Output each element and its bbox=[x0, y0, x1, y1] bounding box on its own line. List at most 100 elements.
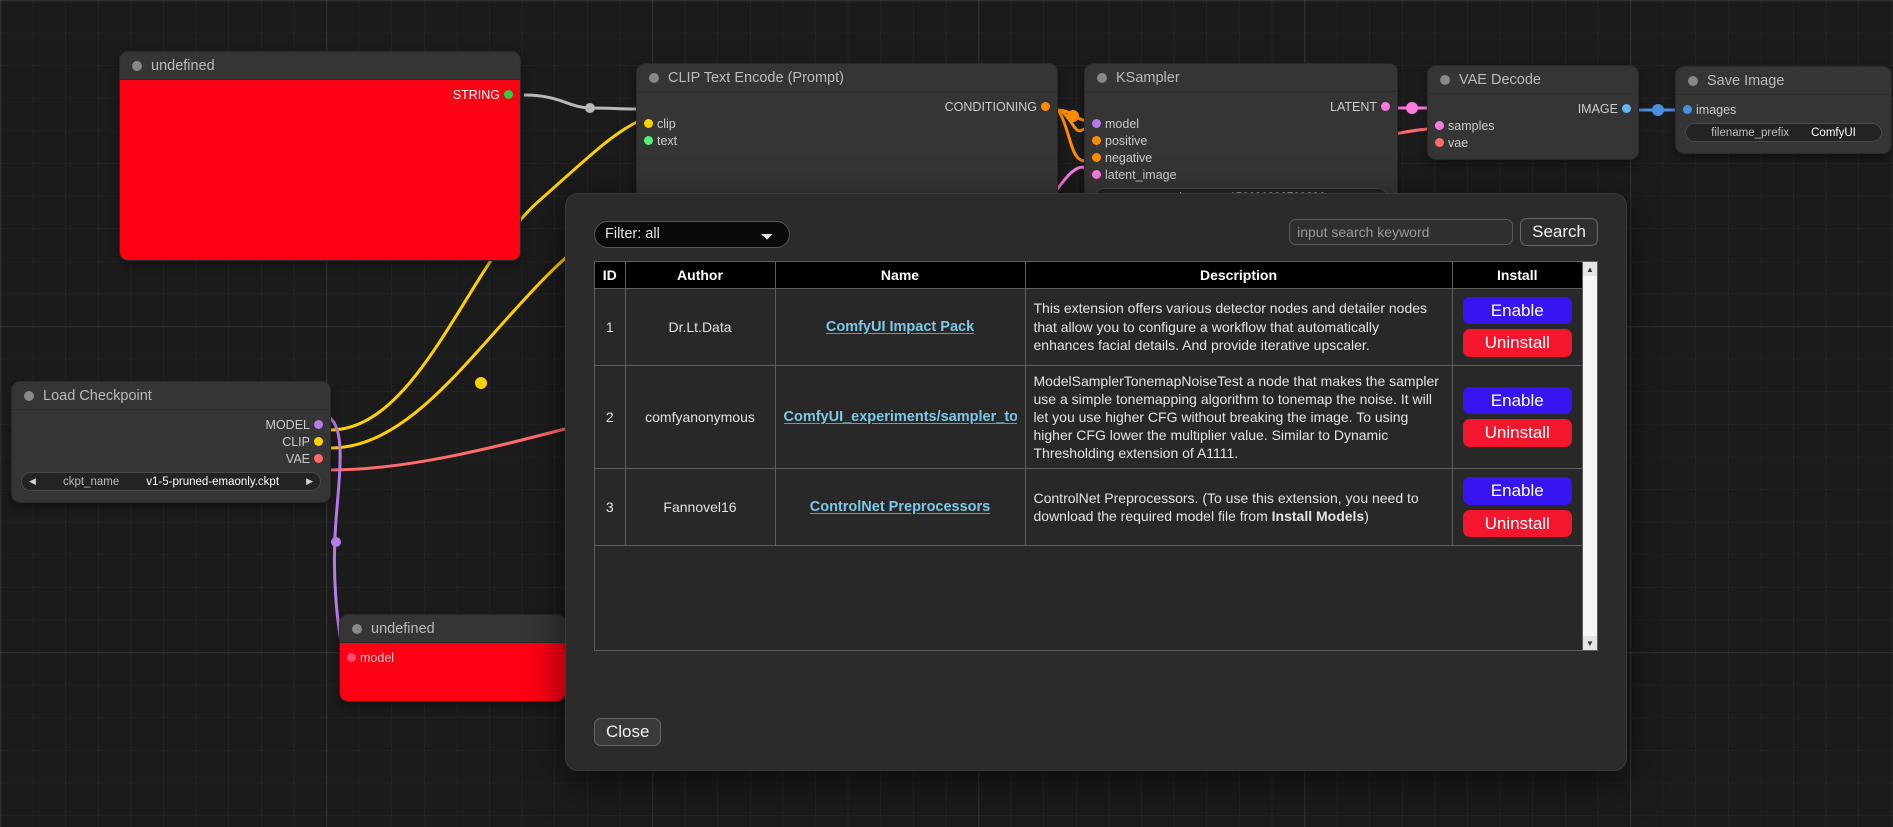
scroll-down-icon[interactable]: ▼ bbox=[1583, 636, 1597, 650]
output-pin-icon[interactable] bbox=[504, 90, 513, 99]
extension-link[interactable]: ComfyUI_experiments/sampler_tonemap bbox=[783, 408, 1017, 425]
cell-author: Dr.Lt.Data bbox=[625, 288, 776, 365]
input-pin-icon[interactable] bbox=[1092, 119, 1101, 128]
table-row[interactable]: 1 Dr.Lt.Data ComfyUI Impact Pack This exten… bbox=[595, 288, 1582, 365]
widget-value-label[interactable]: v1-5-pruned-emaonly.ckpt bbox=[146, 475, 280, 488]
close-button[interactable]: Close bbox=[594, 718, 662, 746]
column-header-install: Install bbox=[1452, 262, 1582, 289]
enable-button[interactable]: Enable bbox=[1462, 387, 1572, 415]
node-input-slot[interactable]: latent_image bbox=[1085, 166, 1397, 183]
node-output-slot[interactable]: STRING bbox=[120, 86, 520, 103]
extension-link[interactable]: ControlNet Preprocessors bbox=[809, 499, 991, 516]
node-widget[interactable]: ◀ ckpt_name v1-5-pruned-emaonly.ckpt ▶ bbox=[21, 472, 321, 491]
graph-node[interactable]: Save Image images filename_prefix ComfyUI bbox=[1676, 67, 1891, 153]
input-slot-label: model bbox=[360, 650, 395, 665]
table-row[interactable]: 2 comfyanonymous ComfyUI_experiments/sampl… bbox=[595, 364, 1582, 469]
table-row[interactable]: 3 Fannovel16 ControlNet Preprocessors Contr… bbox=[595, 468, 1582, 546]
graph-node[interactable]: CLIP Text Encode (Prompt) CONDITIONING cli… bbox=[637, 64, 1057, 212]
scroll-up-icon[interactable]: ▲ bbox=[1583, 262, 1597, 276]
input-pin-icon[interactable] bbox=[644, 119, 653, 128]
input-pin-icon[interactable] bbox=[1092, 170, 1101, 179]
table-vertical-scrollbar[interactable]: ▲ ▼ bbox=[1583, 261, 1598, 651]
extensions-table-scroll[interactable]: ID Author Name Description Install 1 Dr.L… bbox=[594, 261, 1583, 651]
cell-id: 3 bbox=[595, 468, 626, 546]
input-slot-label: vae bbox=[1448, 135, 1469, 150]
node-input-slot[interactable]: clip bbox=[637, 115, 1057, 132]
node-input-slot[interactable]: negative bbox=[1085, 149, 1397, 166]
node-output-slot[interactable]: CONDITIONING bbox=[637, 98, 1057, 115]
node-title-bar[interactable]: CLIP Text Encode (Prompt) bbox=[637, 64, 1057, 92]
node-input-slot[interactable]: samples bbox=[1428, 117, 1638, 134]
node-collapse-icon[interactable] bbox=[1688, 75, 1698, 86]
input-pin-icon[interactable] bbox=[1092, 153, 1101, 162]
input-pin-icon[interactable] bbox=[1683, 105, 1692, 114]
graph-node[interactable]: undefined STRING bbox=[120, 52, 520, 260]
dialog-toolbar: Filter: allFilter: installedFilter: not-… bbox=[594, 218, 1598, 250]
uninstall-button[interactable]: Uninstall bbox=[1462, 329, 1572, 357]
node-input-slot[interactable]: vae bbox=[1428, 134, 1638, 151]
input-slot-label: text bbox=[657, 133, 678, 148]
uninstall-button[interactable]: Uninstall bbox=[1462, 419, 1572, 447]
cell-name: ComfyUI Impact Pack bbox=[775, 288, 1026, 365]
input-pin-icon[interactable] bbox=[347, 653, 356, 662]
node-collapse-icon[interactable] bbox=[1440, 74, 1450, 85]
search-input[interactable] bbox=[1289, 219, 1514, 245]
uninstall-button[interactable]: Uninstall bbox=[1462, 509, 1572, 537]
node-collapse-icon[interactable] bbox=[132, 60, 142, 71]
widget-decrement-icon[interactable]: ◀ bbox=[29, 476, 36, 486]
column-header-description: Description bbox=[1025, 262, 1453, 289]
node-input-slot[interactable]: positive bbox=[1085, 132, 1397, 149]
comfyui-manager-dialog[interactable]: Filter: allFilter: installedFilter: not-… bbox=[566, 194, 1626, 770]
graph-node[interactable]: undefined model bbox=[340, 615, 565, 701]
node-collapse-icon[interactable] bbox=[649, 72, 659, 83]
widget-increment-icon[interactable]: ▶ bbox=[306, 476, 313, 486]
node-output-slot[interactable]: CLIP bbox=[12, 433, 330, 450]
output-slot-label: LATENT bbox=[1330, 99, 1377, 114]
input-pin-icon[interactable] bbox=[1435, 121, 1444, 130]
node-title-bar[interactable]: undefined bbox=[120, 52, 520, 80]
cell-install: Enable Uninstall bbox=[1452, 468, 1582, 546]
enable-button[interactable]: Enable bbox=[1462, 477, 1572, 505]
node-collapse-icon[interactable] bbox=[24, 390, 34, 401]
output-pin-icon[interactable] bbox=[314, 420, 323, 429]
node-body: IMAGE samples vae bbox=[1428, 94, 1638, 159]
scrollbar-track[interactable] bbox=[1583, 276, 1597, 636]
cell-author: Fannovel16 bbox=[625, 468, 776, 546]
search-button[interactable]: Search bbox=[1520, 218, 1598, 246]
input-pin-icon[interactable] bbox=[644, 136, 653, 145]
widget-value-label[interactable]: ComfyUI bbox=[1811, 126, 1856, 139]
node-input-slot[interactable]: images bbox=[1676, 101, 1891, 118]
output-pin-icon[interactable] bbox=[1622, 104, 1631, 113]
input-pin-icon[interactable] bbox=[1435, 138, 1444, 147]
node-output-slot[interactable]: VAE bbox=[12, 450, 330, 467]
search-area: Search bbox=[1289, 218, 1598, 246]
node-collapse-icon[interactable] bbox=[1097, 72, 1107, 83]
node-title-bar[interactable]: VAE Decode bbox=[1428, 66, 1638, 94]
output-pin-icon[interactable] bbox=[314, 454, 323, 463]
node-input-slot[interactable]: model bbox=[1085, 115, 1397, 132]
output-pin-icon[interactable] bbox=[1041, 102, 1050, 111]
node-widget[interactable]: filename_prefix ComfyUI bbox=[1685, 123, 1882, 142]
node-output-slot[interactable]: LATENT bbox=[1085, 98, 1397, 115]
node-input-slot[interactable]: model bbox=[340, 649, 565, 666]
node-title-bar[interactable]: Save Image bbox=[1676, 67, 1891, 95]
filter-select[interactable]: Filter: allFilter: installedFilter: not-… bbox=[594, 220, 790, 248]
graph-node[interactable]: Load Checkpoint MODEL CLIP VAE ◀ ckpt_name v1-… bbox=[12, 382, 330, 502]
node-output-slot[interactable]: MODEL bbox=[12, 416, 330, 433]
extension-link[interactable]: ComfyUI Impact Pack bbox=[825, 318, 975, 335]
cell-install: Enable Uninstall bbox=[1452, 288, 1582, 365]
node-title-bar[interactable]: Load Checkpoint bbox=[12, 382, 330, 410]
enable-button[interactable]: Enable bbox=[1462, 297, 1572, 325]
node-title-bar[interactable]: undefined bbox=[340, 615, 565, 643]
node-collapse-icon[interactable] bbox=[352, 623, 362, 634]
graph-node[interactable]: KSampler LATENT model positive negative laten… bbox=[1085, 64, 1397, 215]
node-output-slot[interactable]: IMAGE bbox=[1428, 100, 1638, 117]
output-pin-icon[interactable] bbox=[1381, 102, 1390, 111]
table-empty-space bbox=[595, 544, 1582, 650]
node-input-slot[interactable]: text bbox=[637, 132, 1057, 149]
input-pin-icon[interactable] bbox=[1092, 136, 1101, 145]
output-pin-icon[interactable] bbox=[314, 437, 323, 446]
node-title-bar[interactable]: KSampler bbox=[1085, 64, 1397, 92]
graph-node[interactable]: VAE Decode IMAGE samples vae bbox=[1428, 66, 1638, 159]
